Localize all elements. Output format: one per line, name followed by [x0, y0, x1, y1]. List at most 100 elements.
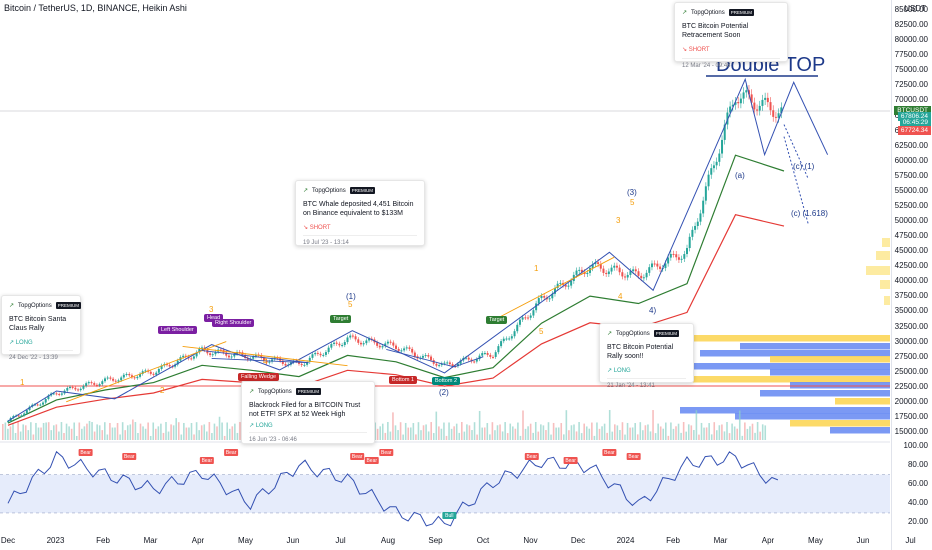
volume-bar: [40, 427, 42, 440]
idea-side: LONG: [613, 368, 631, 374]
volume-bar: [198, 430, 200, 440]
candle-body: [680, 258, 683, 260]
bear-label: Bear: [202, 458, 213, 464]
volume-profile-bar: [760, 390, 890, 397]
volume-bar: [93, 431, 96, 440]
price-tick: 60000.00: [894, 155, 928, 165]
price-tick: 42500.00: [894, 261, 928, 271]
wave-label-a: (a): [735, 171, 745, 180]
price-tick: 30000.00: [894, 336, 928, 346]
time-tick: Jun: [286, 536, 300, 545]
candle-body: [36, 404, 39, 406]
volume-bar: [185, 427, 188, 440]
candle-body: [101, 381, 104, 385]
volume-bar: [376, 428, 379, 440]
volume-bar: [134, 422, 137, 440]
volume-bar: [522, 410, 524, 440]
candle-body: [20, 415, 23, 417]
volume-bar: [700, 422, 703, 440]
orange-wave-5: 5: [348, 300, 353, 309]
candle-body: [478, 355, 481, 360]
candle-body: [726, 112, 729, 125]
candle-body: [182, 355, 185, 358]
price-tick: 32500.00: [894, 321, 928, 331]
candle-body: [254, 354, 257, 357]
volume-bar: [435, 411, 438, 440]
candle-body: [52, 393, 55, 395]
idea-card-whale[interactable]: ↗ TopgOptions PREMIUM BTC Whale deposited …: [295, 180, 425, 246]
candle-body: [567, 285, 570, 287]
candle-body: [44, 399, 47, 403]
idea-date: 21 Jan '24 - 13:41: [607, 378, 686, 389]
candle-body: [106, 377, 109, 379]
volume-profile-bar: [680, 407, 890, 414]
volume-bar: [147, 422, 149, 440]
rsi-band: [0, 474, 890, 513]
candle-body: [335, 342, 338, 344]
candle-body: [403, 348, 406, 351]
volume-bar: [761, 424, 764, 440]
volume-bar: [203, 424, 206, 440]
candle-body: [192, 356, 195, 359]
volume-bar: [665, 422, 667, 440]
idea-card-retracement[interactable]: ↗ TopgOptions PREMIUM BTC Bitcoin Potentia…: [674, 2, 788, 69]
long-icon: ↗: [249, 423, 255, 429]
candle-body: [292, 360, 295, 363]
candle-body: [465, 357, 468, 359]
volume-profile-bar: [700, 350, 890, 357]
right-shoulder-label: Right Shoulder: [212, 319, 255, 327]
price-axis[interactable]: USDT 85000.00 82500.00 80000.00 77500.00 750…: [891, 0, 932, 550]
idea-card-blackrock[interactable]: ↗ TopgOptions PREMIUM Blackrock Filed for …: [241, 381, 375, 444]
volume-bar: [19, 431, 22, 440]
volume-bar: [218, 416, 221, 440]
time-tick: 2023: [46, 536, 65, 545]
volume-bar: [716, 430, 718, 440]
volume-bar: [172, 425, 175, 440]
volume-bar: [236, 432, 239, 440]
volume-bar: [728, 433, 731, 440]
candle-body: [87, 382, 90, 384]
volume-bar: [568, 430, 570, 440]
volume-bar: [583, 423, 585, 440]
candle-body: [125, 373, 128, 375]
price-tag: 67724.34: [897, 126, 931, 135]
candle-body: [227, 355, 230, 358]
volume-bar: [374, 422, 376, 440]
bear-flag: [199, 457, 214, 464]
candle-body: [316, 352, 319, 354]
volume-bar: [552, 422, 555, 440]
idea-card-rally[interactable]: ↗ TopgOptions PREMIUM BTC Bitcoin Potentia…: [599, 323, 694, 389]
candle-body: [168, 364, 171, 367]
bear-label: Bear: [381, 450, 392, 456]
price-tick: 17500.00: [894, 411, 928, 421]
candle-body: [589, 268, 591, 273]
candle-body: [327, 347, 330, 353]
short-icon: ↘: [682, 47, 688, 53]
bear-flag: [78, 449, 93, 456]
candle-body: [139, 373, 142, 377]
volume-bar: [489, 434, 491, 440]
candle-body: [475, 359, 478, 362]
bear-flag: [350, 453, 365, 460]
volume-bar: [657, 423, 659, 440]
volume-bar: [152, 422, 155, 440]
rsi-line: [7, 450, 779, 527]
candle-body: [529, 315, 532, 318]
volume-bar: [407, 427, 410, 440]
volume-bar: [394, 425, 397, 440]
price-tag: BTCUSDT: [894, 106, 931, 115]
candle-body: [559, 282, 562, 284]
candle-body: [368, 338, 371, 341]
candle-body: [602, 268, 605, 273]
idea-card-santa[interactable]: ↗ TopgOptions PREMIUM BTC Bitcoin Santa Cl…: [1, 295, 81, 361]
candle-body: [524, 317, 527, 319]
volume-bar: [155, 428, 157, 440]
candle-body: [710, 168, 713, 175]
candle-body: [605, 272, 608, 275]
volume-bar: [624, 434, 626, 440]
volume-bar: [47, 422, 50, 440]
volume-bar: [121, 422, 124, 440]
price-tick: 20000.00: [894, 396, 928, 406]
candle-body: [136, 376, 139, 379]
volume-bar: [621, 422, 624, 440]
